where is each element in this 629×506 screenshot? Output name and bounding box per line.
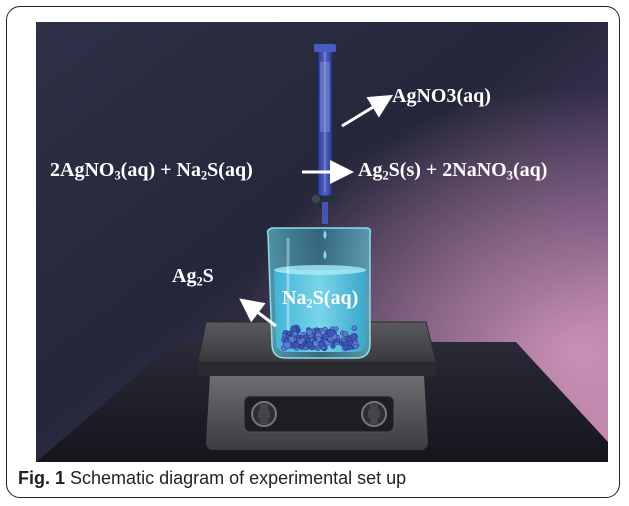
figure-frame: [6, 6, 620, 498]
liquid-surface: [274, 265, 366, 275]
reagent-label: AgNO3(aq): [392, 85, 491, 107]
reagent-arrow: [341, 94, 394, 128]
particle: [350, 333, 358, 341]
particle: [330, 343, 336, 349]
particle: [305, 328, 313, 336]
particle: [352, 343, 359, 350]
ag2s-particles: [281, 324, 360, 352]
equation-rhs: Ag2S(s) + 2NaNO3(aq): [358, 159, 548, 183]
left-knob-icon: [251, 401, 277, 427]
caption-text: Schematic diagram of experimental set up: [70, 468, 407, 488]
solution-label: Na2S(aq): [282, 287, 359, 311]
figure-caption: Fig. 1 Schematic diagram of experimental…: [18, 468, 406, 489]
right-knob-icon: [361, 401, 387, 427]
particle: [321, 332, 330, 341]
particle: [292, 331, 298, 337]
particle: [343, 344, 350, 351]
experiment-illustration: AgNO3(aq) 2AgNO3(aq) + Na2S(aq) Ag2S(s) …: [36, 22, 608, 462]
illustration-svg: [36, 22, 608, 462]
particle: [290, 325, 298, 333]
equation-lhs: 2AgNO3(aq) + Na2S(aq): [50, 159, 253, 183]
particle: [315, 336, 322, 343]
particle: [327, 329, 335, 337]
particle: [305, 338, 311, 343]
burette-tip: [322, 202, 328, 224]
burette: [312, 43, 338, 259]
control-panel: [243, 395, 395, 433]
particle: [299, 344, 305, 350]
product-label: Ag2S: [172, 265, 214, 289]
particle: [342, 331, 349, 337]
particle: [300, 337, 306, 343]
particle: [318, 341, 325, 348]
product-arrow: [239, 298, 277, 328]
figure-number: Fig. 1: [18, 468, 66, 488]
particle: [286, 331, 292, 337]
droplet-icon-2: [323, 250, 327, 259]
particle: [303, 345, 309, 351]
particle: [351, 325, 358, 331]
hot-plate-stirrer: [197, 321, 437, 450]
droplet-icon: [323, 230, 327, 239]
particle: [293, 341, 300, 349]
particle: [283, 341, 292, 349]
hot-plate-rim: [198, 362, 436, 376]
particle: [345, 335, 352, 342]
particle: [333, 326, 339, 332]
burette-top: [314, 44, 336, 52]
